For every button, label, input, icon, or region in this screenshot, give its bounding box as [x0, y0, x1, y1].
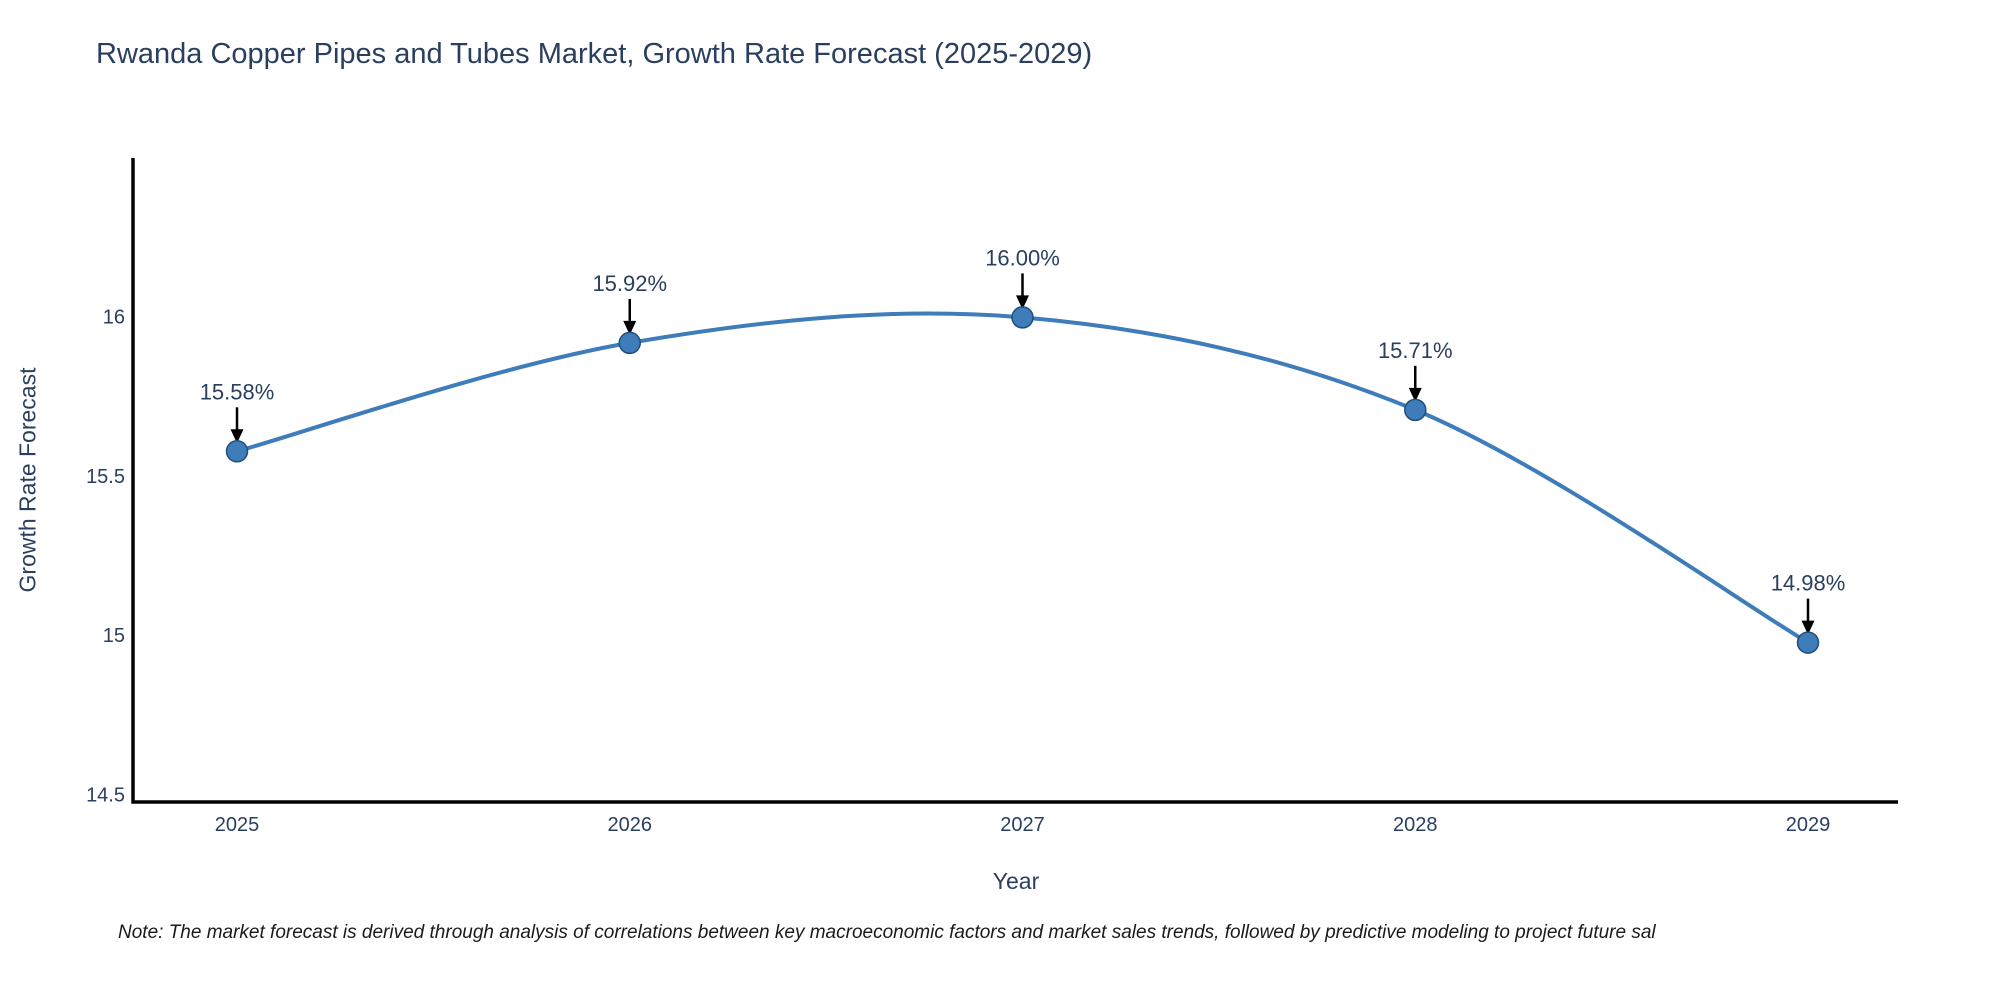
- data-point-marker[interactable]: [618, 331, 641, 355]
- data-point-marker[interactable]: [1011, 306, 1034, 329]
- x-tick-label: 2027: [1000, 814, 1045, 836]
- y-tick-label: 15: [103, 625, 125, 647]
- annotation-arrowhead: [1801, 620, 1815, 635]
- data-point-label: 15.58%: [200, 379, 275, 404]
- data-point-marker[interactable]: [1404, 398, 1427, 422]
- x-tick-label: 2029: [1786, 814, 1831, 836]
- data-point-marker[interactable]: [1796, 631, 1820, 654]
- chart-title: Rwanda Copper Pipes and Tubes Market, Gr…: [96, 38, 1093, 70]
- y-tick-label: 16: [103, 306, 125, 328]
- footnote: Note: The market forecast is derived thr…: [118, 922, 1656, 943]
- axes-line: [131, 158, 1898, 804]
- y-tick-label: 15.5: [86, 466, 125, 488]
- x-tick-label: 2025: [215, 814, 260, 836]
- x-axis-title: Year: [992, 868, 1040, 894]
- data-point-label: 15.71%: [1378, 338, 1453, 363]
- data-point-label: 15.92%: [592, 271, 667, 296]
- annotation-arrowhead: [623, 320, 637, 335]
- x-tick-label: 2028: [1393, 814, 1438, 836]
- data-point-label: 14.98%: [1771, 571, 1846, 596]
- annotation-arrowhead: [230, 429, 244, 444]
- data-point-label: 16.00%: [985, 245, 1060, 270]
- annotation-arrowhead: [1016, 295, 1029, 310]
- x-tick-label: 2026: [608, 814, 653, 836]
- trend-line: [235, 311, 1810, 645]
- y-tick-label: 14.5: [86, 785, 125, 807]
- annotation-arrowhead: [1408, 387, 1422, 402]
- data-point-marker[interactable]: [225, 440, 249, 463]
